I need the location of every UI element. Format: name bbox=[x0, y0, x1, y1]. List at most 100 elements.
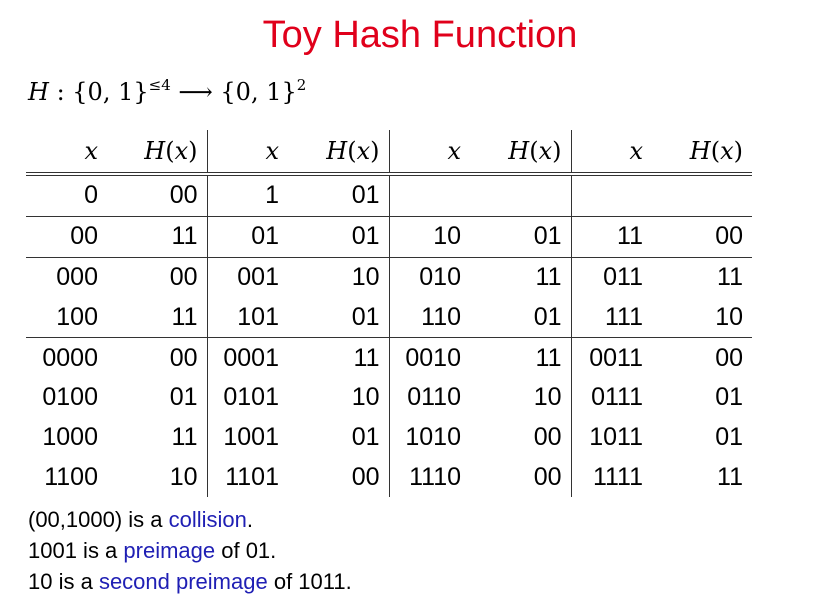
cell-hash: 11 bbox=[107, 417, 208, 458]
cell-hash: 01 bbox=[288, 297, 390, 338]
cell-x: 110 bbox=[421, 302, 461, 331]
keyword-preimage: preimage bbox=[123, 538, 216, 563]
cell-hash bbox=[470, 174, 572, 217]
cell-x: 100 bbox=[56, 302, 98, 331]
cell-x: 0111 bbox=[591, 383, 643, 412]
header-x: x bbox=[629, 137, 643, 165]
keyword-collision: collision bbox=[168, 507, 247, 532]
header-hx: H(x) bbox=[689, 137, 743, 165]
cell-x: 0 bbox=[84, 181, 98, 210]
cell-hash: 00 bbox=[470, 457, 572, 498]
cell-hash: 00 bbox=[288, 457, 390, 498]
note-text: of 1011. bbox=[267, 569, 352, 594]
note-text: (00,1000) is a bbox=[28, 507, 169, 532]
cell-hash: 01 bbox=[715, 423, 743, 452]
header-x: x bbox=[265, 137, 279, 165]
slide-title: Toy Hash Function bbox=[262, 14, 578, 56]
hash-table: x H(x) x H(x) x H(x) x H(x) 0 00 1 01 00… bbox=[26, 130, 752, 498]
cell-hash: 01 bbox=[470, 215, 572, 258]
header-hx: H(x) bbox=[288, 130, 390, 174]
cell-hash: 00 bbox=[107, 174, 208, 217]
note-collision: (00,1000) is a collision. bbox=[28, 504, 352, 535]
cell-x: 1 bbox=[265, 181, 279, 210]
note-second-preimage: 10 is a second preimage of 1011. bbox=[28, 566, 352, 597]
cell-x: 010 bbox=[389, 256, 470, 298]
cell-hash: 11 bbox=[652, 256, 752, 298]
cell-hash: 00 bbox=[107, 256, 208, 298]
header-hx: H(x) bbox=[107, 130, 208, 174]
cell-hash: 00 bbox=[652, 215, 752, 258]
cell-x: 0110 bbox=[407, 383, 461, 412]
cell-hash: 11 bbox=[288, 337, 390, 378]
cell-x: 1101 bbox=[225, 462, 279, 491]
cell-x: 1011 bbox=[589, 423, 643, 452]
formula-domain-exponent: ≤4 bbox=[148, 76, 171, 94]
cell-x: 1010 bbox=[405, 423, 461, 452]
cell-hash: 01 bbox=[288, 215, 390, 258]
header-hx: H(x) bbox=[470, 130, 572, 174]
cell-x bbox=[389, 174, 470, 216]
table-row: 0 00 1 01 bbox=[26, 174, 752, 217]
cell-hash: 11 bbox=[107, 215, 208, 258]
cell-x: 01 bbox=[207, 215, 288, 258]
table-header-row: x H(x) x H(x) x H(x) x H(x) bbox=[26, 130, 752, 174]
table-row: 100 11 101 01 110 01 111 10 bbox=[26, 297, 752, 338]
cell-hash: 10 bbox=[470, 377, 572, 418]
cell-x: 00 bbox=[26, 215, 107, 258]
cell-x: 0100 bbox=[42, 383, 98, 412]
cell-x: 000 bbox=[26, 256, 107, 298]
cell-hash: 01 bbox=[715, 383, 743, 412]
cell-hash: 10 bbox=[288, 256, 390, 298]
cell-x: 011 bbox=[571, 256, 652, 298]
cell-x: 001 bbox=[207, 256, 288, 298]
header-x: x bbox=[84, 137, 98, 165]
cell-hash: 11 bbox=[717, 462, 743, 491]
cell-x: 1111 bbox=[592, 462, 643, 491]
table-row: 000 00 001 10 010 11 011 11 bbox=[26, 256, 752, 298]
keyword-second-preimage: second preimage bbox=[98, 569, 268, 594]
cell-x bbox=[571, 174, 652, 216]
note-text: 10 is a bbox=[28, 569, 99, 594]
cell-hash bbox=[652, 174, 752, 216]
cell-hash: 10 bbox=[288, 377, 390, 418]
cell-hash: 01 bbox=[288, 417, 390, 458]
table-row: 0000 00 0001 11 0010 11 0011 00 bbox=[26, 337, 752, 378]
cell-x: 1000 bbox=[42, 423, 98, 452]
cell-x: 0101 bbox=[223, 383, 279, 412]
note-text: 1001 is a bbox=[28, 538, 124, 563]
cell-x: 11 bbox=[571, 215, 652, 258]
cell-hash: 00 bbox=[470, 417, 572, 458]
table-row: 0100 01 0101 10 0110 10 0111 01 bbox=[26, 377, 752, 418]
formula-domain: : {0, 1} bbox=[48, 78, 149, 106]
note-preimage: 1001 is a preimage of 01. bbox=[28, 535, 352, 566]
cell-hash: 01 bbox=[470, 297, 572, 338]
cell-x: 0010 bbox=[389, 337, 470, 378]
cell-x: 0011 bbox=[571, 337, 652, 378]
cell-hash: 11 bbox=[470, 256, 572, 298]
hash-signature-formula: H : {0, 1}≤4 ⟶ {0, 1}2 bbox=[28, 76, 306, 106]
cell-hash: 01 bbox=[288, 174, 390, 217]
cell-x: 1110 bbox=[409, 462, 461, 491]
formula-codomain: ⟶ {0, 1} bbox=[170, 78, 297, 106]
note-text: of 01. bbox=[215, 538, 277, 563]
cell-x: 10 bbox=[389, 215, 470, 258]
cell-hash: 00 bbox=[107, 337, 208, 378]
cell-hash: 11 bbox=[107, 297, 208, 338]
cell-hash: 10 bbox=[715, 302, 743, 331]
cell-x: 111 bbox=[604, 302, 643, 331]
cell-x: 1100 bbox=[44, 462, 98, 491]
cell-hash: 00 bbox=[652, 337, 752, 378]
cell-x: 0001 bbox=[207, 337, 288, 378]
table-row: 1000 11 1001 01 1010 00 1011 01 bbox=[26, 417, 752, 458]
cell-hash: 11 bbox=[470, 337, 572, 378]
formula-h: H bbox=[28, 78, 49, 106]
cell-x: 101 bbox=[237, 302, 279, 331]
cell-x: 0000 bbox=[26, 337, 107, 378]
cell-hash: 01 bbox=[107, 377, 208, 418]
cell-hash: 10 bbox=[107, 457, 208, 498]
note-text: . bbox=[246, 507, 254, 532]
cell-x: 1001 bbox=[223, 423, 279, 452]
table-row: 00 11 01 01 10 01 11 00 bbox=[26, 215, 752, 258]
definition-notes: (00,1000) is a collision. 1001 is a prei… bbox=[28, 504, 352, 597]
table-row: 1100 10 1101 00 1110 00 1111 11 bbox=[26, 457, 752, 498]
